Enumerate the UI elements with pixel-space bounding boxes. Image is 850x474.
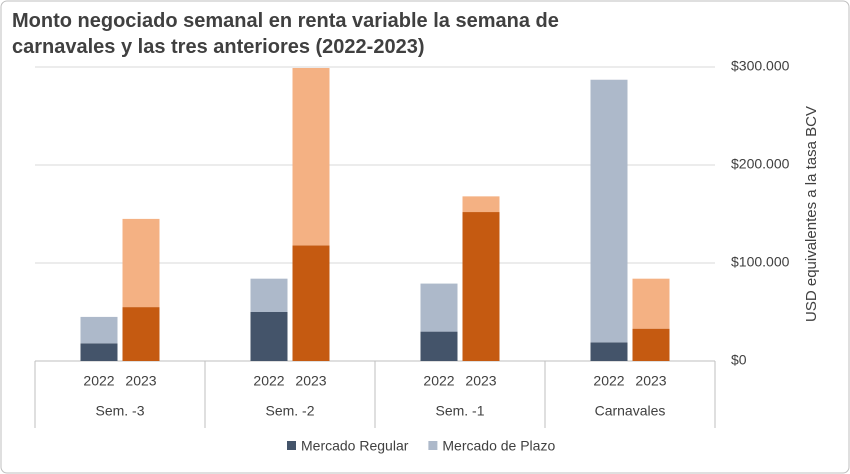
x-tick-label: 2022 xyxy=(253,373,284,389)
legend-swatch xyxy=(287,441,296,450)
legend-label: Mercado de Plazo xyxy=(442,438,555,454)
group-label: Sem. -1 xyxy=(435,403,484,419)
bar-segment xyxy=(250,312,288,361)
bar-segment xyxy=(292,67,330,246)
legend-label: Mercado Regular xyxy=(301,438,409,454)
bar-segment xyxy=(420,283,458,332)
bar-segment xyxy=(590,342,628,361)
x-tick-label: 2023 xyxy=(635,373,666,389)
bar-segment xyxy=(122,307,160,361)
y-tick-label: $100.000 xyxy=(731,254,790,270)
y-axis-label: USD equivalentes a la tasa BCV xyxy=(803,106,820,322)
y-tick-label: $300.000 xyxy=(731,58,790,74)
chart-title: Monto negociado semanal en renta variabl… xyxy=(12,10,559,58)
bar-segment xyxy=(632,278,670,329)
group-label: Sem. -2 xyxy=(265,403,314,419)
x-tick-label: 2023 xyxy=(465,373,496,389)
bar-segment xyxy=(292,245,330,361)
y-tick-label: $200.000 xyxy=(731,156,790,172)
x-tick-label: 2023 xyxy=(125,373,156,389)
bar-segment xyxy=(462,196,500,213)
x-tick-label: 2022 xyxy=(423,373,454,389)
bar-segment xyxy=(80,316,118,344)
x-tick-label: 2022 xyxy=(83,373,114,389)
bar-segment xyxy=(590,79,628,343)
group-label: Sem. -3 xyxy=(95,403,144,419)
group-label: Carnavales xyxy=(595,403,666,419)
bar-segment xyxy=(122,218,160,308)
x-tick-label: 2023 xyxy=(295,373,326,389)
y-tick-label: $0 xyxy=(731,352,747,368)
bar-segment xyxy=(80,343,118,361)
bar-segment xyxy=(632,328,670,361)
bar-segment xyxy=(420,331,458,361)
x-tick-label: 2022 xyxy=(593,373,624,389)
legend-swatch xyxy=(428,441,438,450)
bar-segment xyxy=(250,278,288,312)
bar-segment xyxy=(462,212,500,361)
